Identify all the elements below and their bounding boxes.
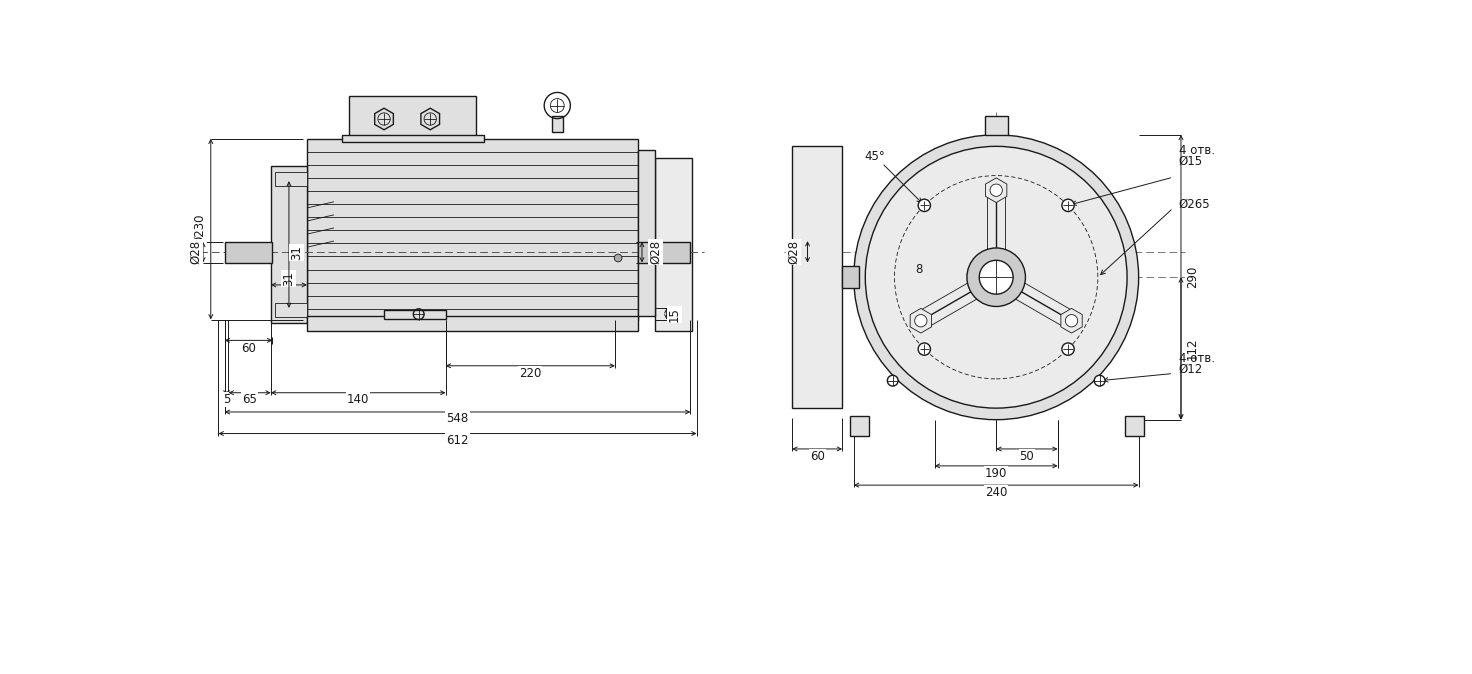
Circle shape	[888, 375, 898, 386]
Circle shape	[979, 260, 1013, 294]
Circle shape	[1066, 315, 1078, 327]
Text: 112: 112	[1186, 337, 1200, 360]
Bar	[275, 303, 308, 317]
Circle shape	[967, 248, 1026, 307]
Text: 240: 240	[985, 487, 1007, 499]
Text: 220: 220	[520, 367, 542, 380]
Bar	[275, 172, 308, 185]
Circle shape	[914, 315, 927, 327]
Bar	[308, 139, 639, 319]
Text: Ø28: Ø28	[649, 240, 662, 264]
Circle shape	[866, 146, 1128, 408]
Polygon shape	[986, 178, 1007, 203]
Text: 15: 15	[668, 307, 682, 321]
Bar	[842, 266, 860, 288]
Bar	[225, 242, 272, 263]
Text: Ø28: Ø28	[188, 240, 202, 264]
Bar	[552, 117, 562, 131]
Bar	[655, 158, 692, 331]
Circle shape	[614, 254, 623, 262]
Bar	[349, 96, 477, 139]
Text: 31: 31	[290, 245, 303, 259]
Circle shape	[1061, 343, 1075, 355]
Text: 45°: 45°	[864, 150, 885, 163]
Text: 60: 60	[241, 342, 256, 355]
Text: 140: 140	[347, 393, 369, 406]
Text: 65: 65	[243, 393, 258, 406]
Bar	[985, 115, 1008, 135]
Text: 612: 612	[446, 434, 468, 447]
Text: 290: 290	[1186, 266, 1200, 288]
Text: 190: 190	[985, 467, 1007, 480]
Text: 4 отв.: 4 отв.	[1179, 144, 1214, 156]
Circle shape	[919, 343, 930, 355]
Text: 4 отв.: 4 отв.	[1179, 352, 1214, 365]
Text: Ø12: Ø12	[1179, 363, 1203, 376]
Text: Ø230: Ø230	[193, 214, 206, 245]
Bar	[1125, 416, 1144, 436]
Polygon shape	[375, 109, 393, 130]
Text: 50: 50	[1020, 450, 1035, 463]
Circle shape	[1061, 200, 1075, 212]
Bar	[384, 309, 446, 319]
Circle shape	[991, 184, 1002, 196]
Bar	[639, 150, 655, 315]
Text: 8: 8	[916, 263, 923, 276]
Circle shape	[854, 135, 1139, 420]
Polygon shape	[1061, 309, 1082, 333]
Bar	[271, 166, 308, 324]
Circle shape	[1094, 375, 1105, 386]
Bar	[342, 135, 484, 142]
Text: 548: 548	[446, 412, 468, 425]
Text: 31: 31	[283, 272, 296, 286]
Text: Ø15: Ø15	[1179, 155, 1203, 168]
Polygon shape	[421, 109, 440, 130]
Circle shape	[919, 200, 930, 212]
Text: Ø265: Ø265	[1179, 197, 1210, 210]
Bar	[792, 146, 842, 408]
Text: Ø28: Ø28	[788, 240, 801, 264]
Bar	[639, 242, 690, 263]
Text: 60: 60	[810, 450, 824, 463]
Polygon shape	[910, 309, 932, 333]
Bar	[849, 416, 868, 436]
Text: 5: 5	[222, 393, 230, 406]
Bar	[308, 315, 639, 331]
